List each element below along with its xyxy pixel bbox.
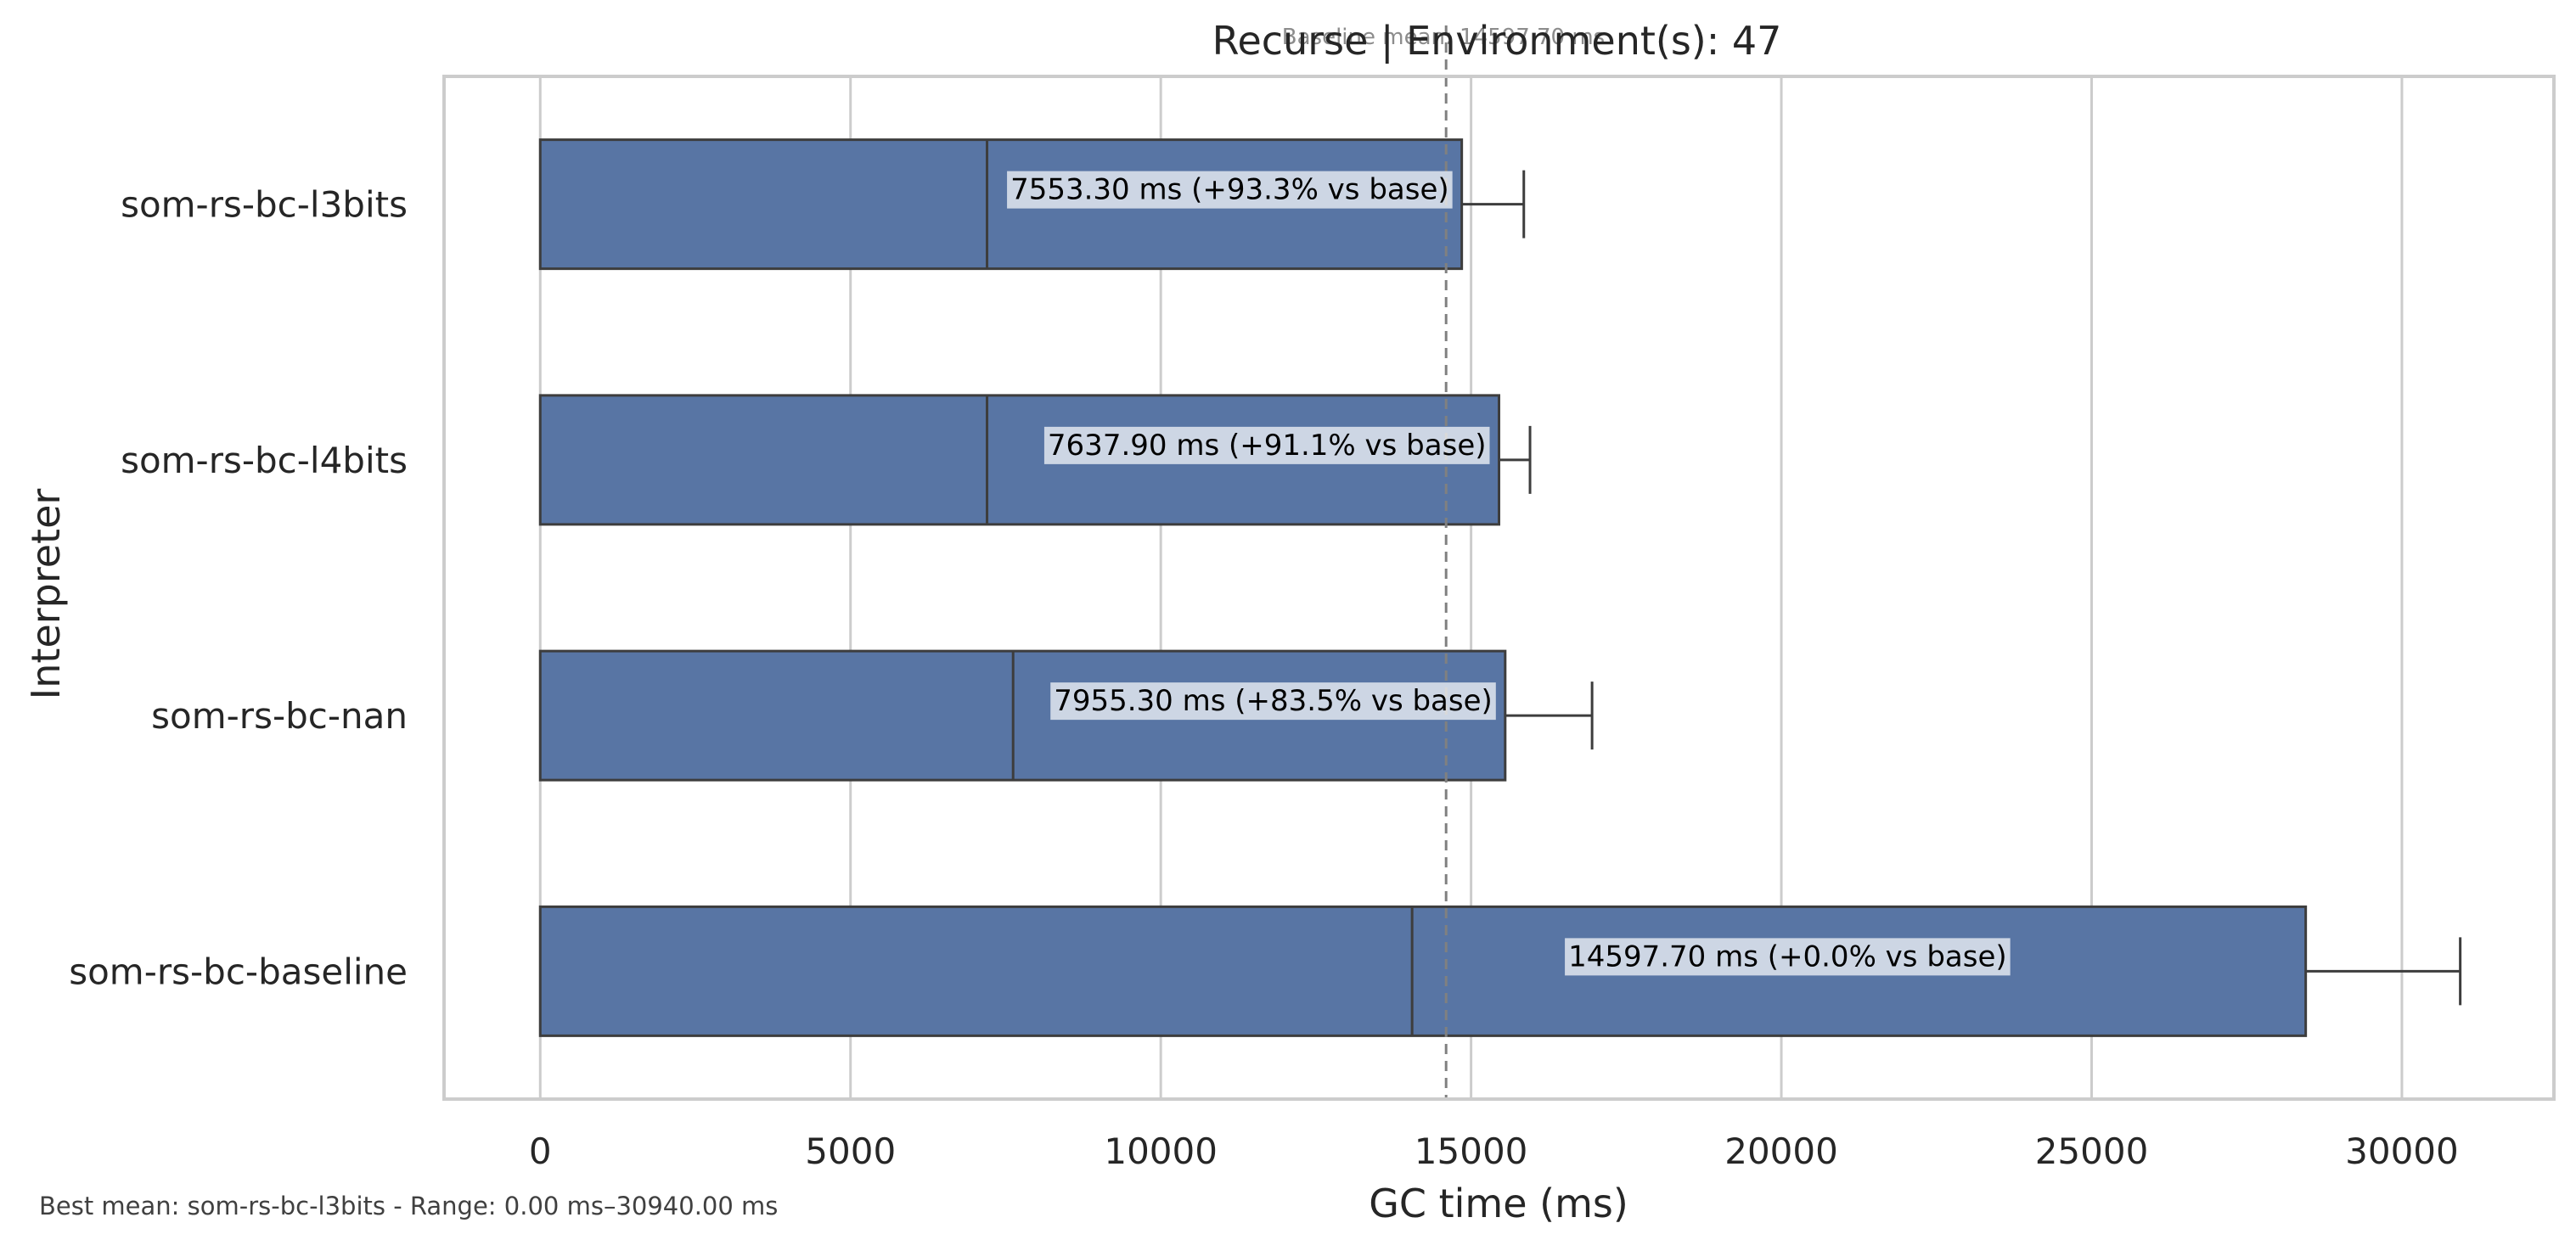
x-tick-labels: 0 5000 10000 15000 20000 25000 30000 (529, 1130, 2459, 1172)
x-tick-label: 15000 (1415, 1130, 1528, 1172)
bar-label-background (1043, 426, 1490, 464)
plot-frame (442, 75, 2556, 1101)
x-tick-label: 20000 (1724, 1130, 1838, 1172)
bar-value-label: 7553.30 ms (+93.3% vs base) (1010, 173, 1449, 207)
bar-label-background (1565, 938, 2011, 976)
bar-value-label: 14597.70 ms (+0.0% vs base) (1568, 940, 2007, 973)
x-tick-label: 25000 (2035, 1130, 2149, 1172)
x-tick-label: 0 (529, 1130, 552, 1172)
x-tick-label: 30000 (2345, 1130, 2459, 1172)
x-tick-label: 5000 (805, 1130, 896, 1172)
footer-note: Best mean: som-rs-bc-l3bits - Range: 0.0… (39, 1192, 779, 1220)
category-label: som-rs-bc-nan (151, 695, 408, 737)
category-label: som-rs-bc-baseline (69, 951, 408, 992)
category-labels: som-rs-bc-l3bits som-rs-bc-l4bits som-rs-b… (69, 184, 408, 993)
x-axis-title: GC time (ms) (1369, 1181, 1628, 1226)
category-label: som-rs-bc-l3bits (121, 184, 408, 226)
bar-value-label: 7637.90 ms (+91.1% vs base) (1048, 429, 1487, 463)
bar (538, 905, 2308, 1037)
category-label: som-rs-bc-l4bits (121, 440, 408, 481)
baseline-note: Baseline mean: 14597.70 ms (1282, 25, 1605, 50)
x-tick-label: 10000 (1104, 1130, 1218, 1172)
bars (538, 138, 2462, 1037)
bar-labels: 7553.30 ms (+93.3% vs base) 7637.90 ms (+… (1007, 171, 2011, 976)
chart-title: Recurse | Environment(s): 47 (1212, 18, 1782, 65)
bar-value-label: 7955.30 ms (+83.5% vs base) (1054, 684, 1493, 718)
bar-label-background (1050, 682, 1496, 721)
bar-label-background (1007, 171, 1453, 209)
y-axis-title: Interpreter (23, 489, 69, 700)
